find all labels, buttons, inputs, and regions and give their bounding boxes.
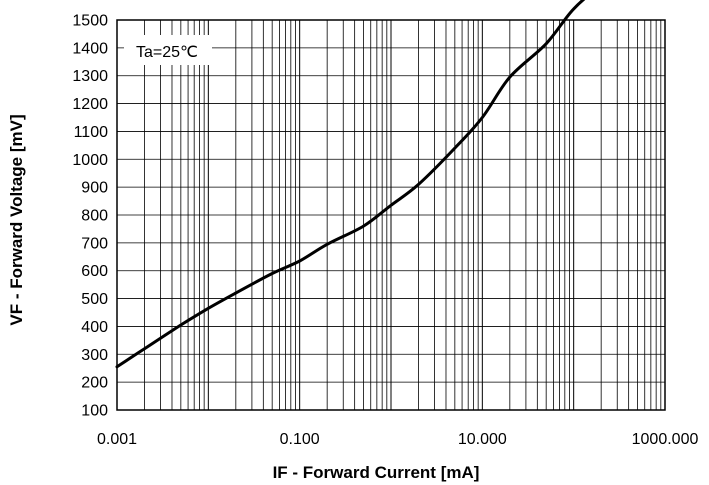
y-tick-label: 400	[81, 319, 108, 336]
plot-series	[115, 0, 586, 369]
y-tick-label: 300	[81, 347, 108, 364]
annotation-text: Ta=25℃	[136, 44, 198, 61]
y-tick-label: 1400	[72, 40, 108, 57]
x-tick-label: 0.001	[97, 431, 137, 448]
y-tick-label: 200	[81, 375, 108, 392]
y-tick-label: 800	[81, 208, 108, 225]
y-tick-label: 500	[81, 291, 108, 308]
y-tick-label: 1100	[74, 124, 109, 141]
x-axis-title: IF - Forward Current [mA]	[273, 463, 480, 482]
annotation-background	[124, 35, 212, 65]
y-tick-label: 1000	[72, 152, 108, 169]
y-tick-label: 700	[81, 235, 108, 252]
y-tick-label: 1300	[72, 68, 108, 85]
y-tick-labels: 100 200 300 400 500 600 700 800 900 1000 1100 1200 1…	[72, 13, 108, 420]
y-axis-title: VF - Forward Voltage [mV]	[7, 114, 26, 325]
x-tick-labels: 0.001 0.100 10.000 1000.000	[97, 431, 698, 448]
y-tick-label: 900	[81, 180, 108, 197]
annotation-box: Ta=25℃	[124, 35, 212, 65]
y-tick-label: 1200	[72, 96, 108, 113]
y-tick-label: 100	[81, 403, 108, 420]
x-tick-label: 0.100	[280, 431, 320, 448]
series-line	[115, 0, 586, 369]
x-tick-label: 1000.000	[632, 431, 699, 448]
y-tick-label: 600	[81, 263, 108, 280]
plot-frame	[116, 19, 666, 411]
grid-lines	[116, 19, 665, 411]
y-tick-label: 1500	[72, 13, 108, 30]
x-tick-label: 10.000	[458, 431, 507, 448]
